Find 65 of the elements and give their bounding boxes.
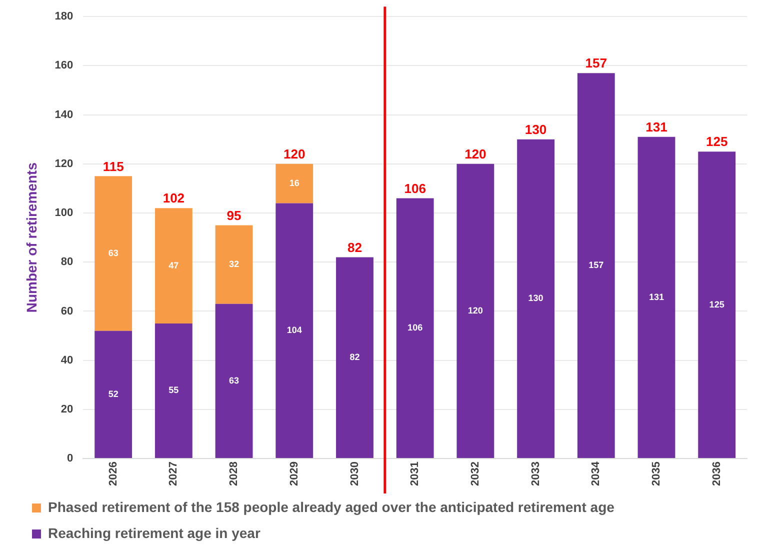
data-label: 63: [108, 248, 118, 258]
bar: [154, 208, 192, 324]
bar: [94, 176, 132, 331]
total-label: 82: [347, 240, 362, 255]
bar: [215, 225, 253, 304]
bar: [456, 164, 494, 458]
bar: [215, 304, 253, 458]
data-label: 104: [286, 325, 302, 336]
total-label: 157: [585, 56, 607, 71]
legend-label: Phased retirement of the 158 people already aged over the anticipated retirement age: [48, 498, 615, 515]
y-tick-label: 20: [60, 403, 74, 416]
x-tick-label: 2035: [650, 462, 663, 486]
data-label: 32: [229, 259, 240, 270]
bar: [517, 139, 554, 458]
data-label: 47: [168, 260, 179, 270]
legend-label: Reaching retirement age in year: [48, 524, 261, 541]
x-tick-label: 2028: [228, 462, 240, 486]
total-label: 106: [404, 180, 426, 196]
x-tick-label: 2030: [348, 462, 361, 486]
y-tick-label: 80: [60, 256, 74, 268]
total-label: 131: [646, 119, 668, 134]
bar: [276, 164, 314, 204]
y-tick-label: 0: [67, 452, 74, 465]
x-tick-label: 2036: [710, 462, 723, 486]
y-axis-title: Number of retirements: [23, 162, 40, 313]
total-label: 115: [102, 158, 124, 174]
bar: [94, 330, 132, 458]
bar: [577, 73, 615, 458]
data-label: 106: [408, 322, 423, 333]
data-label: 125: [709, 299, 724, 310]
data-label: 131: [648, 292, 664, 302]
y-tick-label: 100: [54, 207, 74, 220]
y-tick-label: 60: [60, 305, 74, 318]
data-label: 157: [588, 260, 604, 270]
y-tick-label: 140: [54, 108, 74, 121]
data-label: 16: [289, 178, 300, 188]
y-tick-label: 180: [54, 10, 74, 23]
bar: [638, 136, 676, 458]
data-label: 130: [528, 293, 544, 304]
bar: [154, 323, 192, 458]
x-tick-label: 2034: [590, 460, 602, 486]
total-label: 125: [706, 134, 728, 150]
total-label: 95: [226, 208, 242, 223]
x-tick-label: 2027: [168, 462, 180, 486]
bar: [276, 203, 314, 458]
bar: [698, 152, 736, 458]
y-tick-label: 40: [60, 354, 74, 366]
bar: [336, 257, 374, 458]
x-tick-label: 2033: [530, 462, 542, 486]
total-label: 102: [162, 190, 185, 206]
y-tick-label: 160: [54, 60, 74, 72]
total-label: 120: [284, 146, 306, 162]
x-tick-label: 2032: [469, 462, 482, 486]
data-label: 82: [350, 352, 360, 362]
total-label: 130: [524, 122, 547, 137]
data-label: 63: [229, 375, 240, 386]
x-tick-label: 2031: [409, 462, 422, 486]
bar: [396, 198, 434, 458]
data-label: 120: [468, 305, 483, 316]
y-tick-label: 120: [54, 158, 74, 170]
x-tick-label: 2026: [107, 462, 120, 486]
total-label: 120: [464, 146, 486, 162]
data-label: 52: [108, 388, 118, 399]
x-tick-label: 2029: [288, 462, 300, 486]
data-label: 55: [168, 385, 179, 396]
